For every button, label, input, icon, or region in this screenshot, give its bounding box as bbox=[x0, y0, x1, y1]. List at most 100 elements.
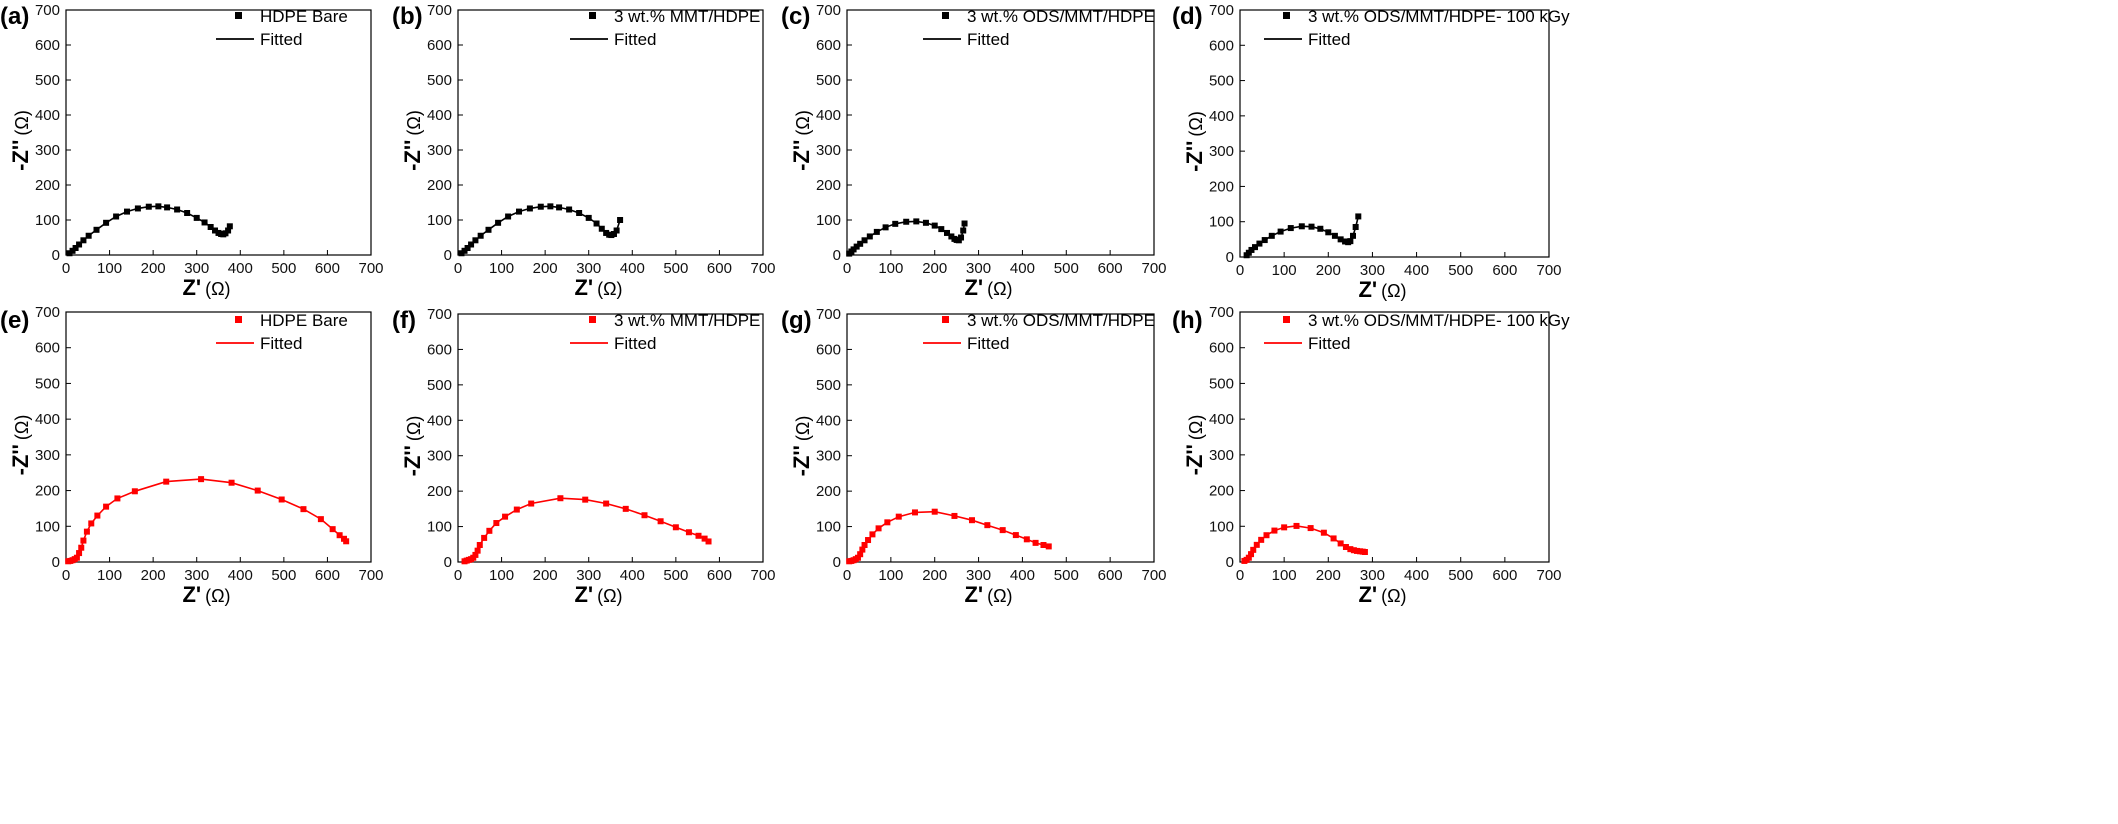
data-point bbox=[866, 233, 873, 240]
x-tick-label: 600 bbox=[1492, 567, 1517, 584]
y-axis-title: -Z''(Ω) bbox=[789, 416, 814, 477]
legend-label: Fitted bbox=[1308, 334, 1351, 353]
y-tick-label: 200 bbox=[35, 177, 60, 194]
y-tick-label: 400 bbox=[35, 107, 60, 124]
x-tick-label: 300 bbox=[576, 567, 601, 584]
y-tick-label: 200 bbox=[816, 483, 841, 500]
data-point bbox=[1258, 536, 1265, 543]
x-axis-title: Z' (Ω) bbox=[574, 275, 622, 300]
data-point bbox=[603, 500, 610, 507]
data-point bbox=[1325, 229, 1332, 236]
data-point bbox=[145, 203, 152, 210]
data-point bbox=[201, 219, 208, 226]
y-tick-label: 400 bbox=[816, 412, 841, 429]
y-tick-label: 500 bbox=[1209, 375, 1234, 392]
legend-label: Fitted bbox=[260, 334, 303, 353]
x-tick-label: 400 bbox=[1404, 567, 1429, 584]
x-tick-label: 400 bbox=[620, 567, 645, 584]
plot-frame bbox=[1239, 311, 1550, 563]
x-tick-label: 100 bbox=[1272, 567, 1297, 584]
data-point bbox=[593, 220, 600, 227]
y-tick-label: 200 bbox=[427, 483, 452, 500]
x-tick-label: 200 bbox=[141, 260, 166, 277]
data-point bbox=[134, 205, 141, 212]
y-tick-label: 600 bbox=[427, 37, 452, 54]
data-point bbox=[911, 509, 918, 516]
data-point bbox=[1347, 238, 1354, 245]
data-point bbox=[1263, 532, 1270, 539]
x-tick-label: 700 bbox=[750, 567, 775, 584]
data-point bbox=[938, 226, 945, 233]
data-point bbox=[857, 240, 864, 247]
y-axis-title: -Z''(Ω) bbox=[1182, 111, 1207, 172]
data-point bbox=[892, 220, 899, 227]
y-tick-label: 100 bbox=[816, 519, 841, 536]
plot-frame bbox=[1239, 9, 1550, 258]
legend-label: 3 wt.% ODS/MMT/HDPE- 100 kGy bbox=[1308, 7, 1570, 26]
legend-marker bbox=[589, 12, 596, 19]
x-tick-label: 500 bbox=[1054, 567, 1079, 584]
y-tick-label: 200 bbox=[816, 177, 841, 194]
x-tick-label: 100 bbox=[878, 260, 903, 277]
y-tick-label: 400 bbox=[1209, 411, 1234, 428]
x-tick-label: 200 bbox=[141, 567, 166, 584]
data-point bbox=[69, 247, 76, 254]
data-point bbox=[999, 527, 1006, 534]
data-point bbox=[1337, 540, 1344, 547]
plot-frame bbox=[457, 9, 764, 256]
data-point bbox=[1271, 527, 1278, 534]
data-point bbox=[502, 513, 509, 520]
data-point bbox=[114, 495, 121, 502]
data-point bbox=[476, 541, 483, 548]
y-tick-label: 700 bbox=[35, 304, 60, 321]
data-point bbox=[1012, 532, 1019, 539]
x-tick-label: 100 bbox=[97, 260, 122, 277]
x-tick-label: 0 bbox=[843, 567, 851, 584]
x-axis-title: Z' (Ω) bbox=[964, 582, 1012, 607]
y-tick-label: 100 bbox=[1209, 214, 1234, 231]
data-point bbox=[861, 541, 868, 548]
x-axis-title: Z' (Ω) bbox=[182, 582, 230, 607]
y-tick-label: 300 bbox=[1209, 447, 1234, 464]
data-point bbox=[226, 223, 233, 230]
fitted-line bbox=[1246, 216, 1360, 256]
legend-label: HDPE Bare bbox=[260, 311, 348, 330]
y-tick-label: 600 bbox=[1209, 37, 1234, 54]
data-point bbox=[873, 228, 880, 235]
data-point bbox=[854, 554, 861, 561]
data-point bbox=[225, 227, 232, 234]
chart-panel: (f) 0 100 200 300 400 500 600 700 0 100 200 300 400 50… bbox=[392, 306, 776, 607]
data-point bbox=[1248, 246, 1255, 253]
data-point bbox=[493, 520, 500, 527]
data-point bbox=[1032, 539, 1039, 546]
data-point bbox=[174, 206, 181, 213]
x-tick-label: 400 bbox=[1010, 567, 1035, 584]
x-tick-label: 100 bbox=[97, 567, 122, 584]
data-point bbox=[850, 246, 857, 253]
data-point bbox=[80, 237, 87, 244]
x-tick-label: 300 bbox=[1360, 567, 1385, 584]
data-point bbox=[461, 247, 468, 254]
x-axis-title: Z' (Ω) bbox=[182, 275, 230, 300]
y-axis-title: -Z''(Ω) bbox=[1182, 415, 1207, 476]
data-point bbox=[528, 500, 535, 507]
x-tick-label: 700 bbox=[1141, 567, 1166, 584]
y-axis-title: -Z''(Ω) bbox=[789, 110, 814, 171]
x-tick-label: 700 bbox=[358, 567, 383, 584]
data-point bbox=[300, 506, 307, 513]
data-point bbox=[1347, 546, 1354, 553]
data-point bbox=[103, 219, 110, 226]
data-point bbox=[516, 208, 522, 215]
data-point bbox=[1330, 535, 1337, 542]
data-point bbox=[576, 210, 583, 216]
x-tick-label: 500 bbox=[1448, 262, 1473, 279]
x-tick-label: 300 bbox=[576, 260, 601, 277]
data-point bbox=[1287, 225, 1294, 232]
y-tick-label: 300 bbox=[427, 448, 452, 465]
data-point bbox=[943, 229, 950, 236]
x-tick-label: 700 bbox=[1141, 260, 1166, 277]
data-point bbox=[861, 237, 868, 244]
y-axis-title: -Z''(Ω) bbox=[400, 110, 425, 171]
x-tick-label: 200 bbox=[922, 567, 947, 584]
data-point bbox=[78, 544, 85, 551]
